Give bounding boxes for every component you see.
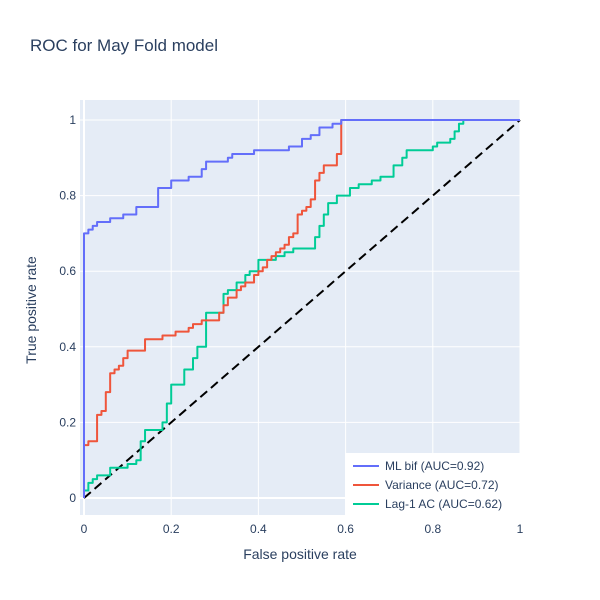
x-tick-label: 0.4 <box>250 522 267 536</box>
y-tick-label: 0 <box>69 491 76 505</box>
series-line-0 <box>83 119 520 498</box>
legend-item[interactable]: Variance (AUC=0.72) <box>353 478 499 492</box>
legend[interactable]: ML bif (AUC=0.92) Variance (AUC=0.72) Lag-… <box>345 453 520 519</box>
x-axis-ticks: 0 0.2 0.4 0.6 0.8 1 <box>81 522 524 536</box>
y-tick-label: 0.2 <box>59 415 76 429</box>
legend-label: Variance (AUC=0.72) <box>385 478 499 492</box>
x-tick-label: 1 <box>517 522 524 536</box>
y-tick-label: 1 <box>69 113 76 127</box>
y-axis-title: True positive rate <box>23 256 39 364</box>
legend-label: ML bif (AUC=0.92) <box>385 459 484 473</box>
series-line-1 <box>83 119 520 498</box>
legend-item[interactable]: ML bif (AUC=0.92) <box>353 459 484 473</box>
y-axis-ticks: 0 0.2 0.4 0.6 0.8 1 <box>59 113 76 505</box>
y-tick-label: 0.6 <box>59 264 76 278</box>
x-tick-label: 0.8 <box>424 522 441 536</box>
plot-area <box>80 100 520 515</box>
series-line-3 <box>83 119 521 499</box>
chart-title: ROC for May Fold model <box>30 36 218 55</box>
series-line-2 <box>83 119 520 498</box>
y-tick-label: 0.4 <box>59 340 76 354</box>
series-lines <box>83 119 521 499</box>
legend-item[interactable]: Lag-1 AC (AUC=0.62) <box>353 497 502 511</box>
grid-lines <box>80 100 521 515</box>
y-tick-label: 0.8 <box>59 189 76 203</box>
x-tick-label: 0.6 <box>337 522 354 536</box>
x-tick-label: 0 <box>81 522 88 536</box>
x-tick-label: 0.2 <box>163 522 180 536</box>
x-axis-title: False positive rate <box>243 546 357 562</box>
legend-label: Lag-1 AC (AUC=0.62) <box>385 497 502 511</box>
